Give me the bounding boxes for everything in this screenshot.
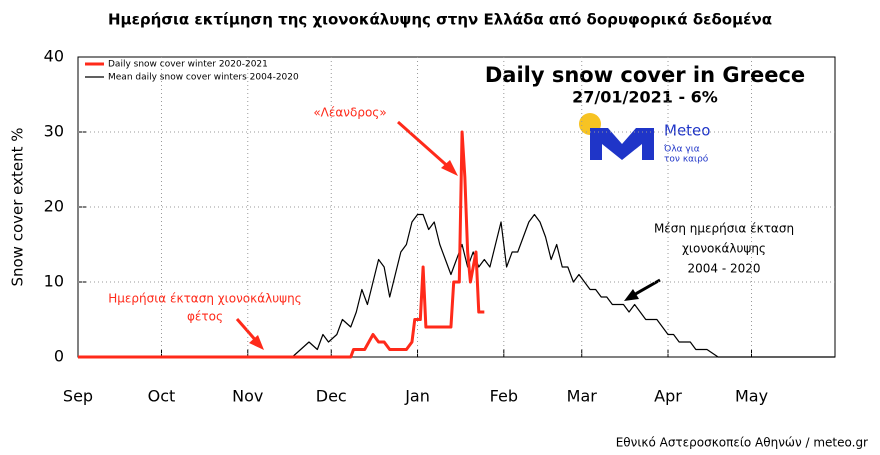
x-tick-label: Oct [148,387,176,406]
y-tick-label: 20 [44,197,64,216]
y-tick-label: 10 [44,272,64,291]
annotation: 2004 - 2020 [687,262,760,276]
annotation: χιονοκάλυψης [682,242,766,256]
legend-label: Daily snow cover winter 2020-2021 [108,60,268,70]
arrow [631,278,661,298]
x-tick-label: Sep [63,387,93,406]
annotation: Ημερήσια έκταση χιονοκάλυψης [108,292,301,306]
x-tick-label: Nov [232,387,263,406]
y-tick-label: 0 [54,347,64,366]
annotation: φέτος [187,310,223,324]
series-line [78,130,485,359]
arrowhead [624,289,639,301]
x-tick-label: Jan [404,387,430,406]
annotation: «Λέανδρος» [313,106,386,120]
x-tick-label: Dec [316,387,347,406]
x-tick-label: Apr [654,387,682,406]
arrowhead [249,335,264,350]
y-tick-label: 40 [44,47,64,66]
logo-slogan: τον καιρό [664,154,709,165]
y-axis-label: Snow cover extent % [9,127,27,286]
source: Εθνικό Αστεροσκοπείο Αθηνών / meteo.gr [616,436,868,450]
x-tick-label: Feb [490,387,518,406]
legend-label: Mean daily snow cover winters 2004-2020 [108,73,299,83]
x-tick-label: Mar [567,387,598,406]
x-tick-label: May [735,387,768,406]
logo-slogan: Όλα για [663,144,700,155]
y-tick-label: 30 [44,122,64,141]
subheading: 27/01/2021 - 6% [572,88,718,107]
heading: Daily snow cover in Greece [485,63,805,87]
arrow [397,120,453,172]
logo-mark [590,128,654,160]
chart-title: Ημερήσια εκτίμηση της χιονοκάλυψης στην … [108,11,772,29]
arrowhead [441,160,458,176]
logo-name: Meteo [664,122,710,140]
annotation: Μέση ημερήσια έκταση [654,222,794,236]
series-line [78,213,835,358]
